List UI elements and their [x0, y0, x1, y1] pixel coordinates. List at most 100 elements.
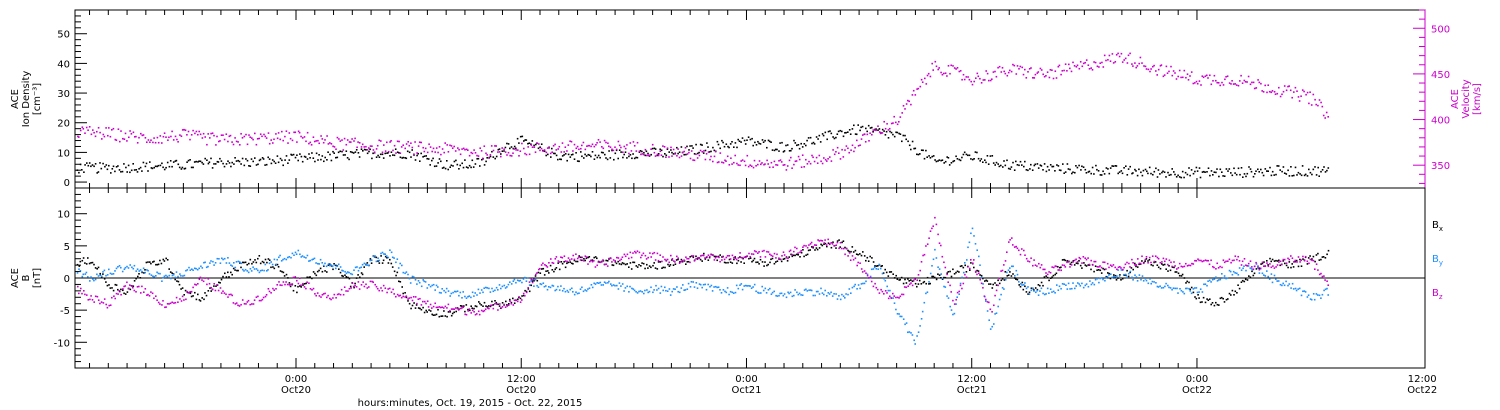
velocity-series-point — [252, 138, 254, 141]
bz-series-point — [1278, 261, 1280, 263]
bz-series-point — [371, 280, 373, 283]
by-series-point — [1021, 284, 1023, 286]
bx-series-point — [112, 289, 115, 292]
density-series-point — [971, 158, 974, 161]
bx-series-point — [805, 254, 807, 256]
velocity-series-point — [333, 146, 336, 148]
bz-series-point — [771, 255, 774, 257]
velocity-series-point — [558, 145, 561, 148]
by-series-point — [1258, 272, 1261, 274]
by-series-point — [117, 266, 119, 268]
bx-series-point — [328, 263, 331, 265]
bx-series-point — [1290, 266, 1292, 269]
by-series-point — [412, 276, 415, 278]
bz-series-point — [959, 284, 962, 287]
bz-series-point — [1257, 265, 1259, 267]
bx-series-point — [554, 268, 556, 271]
by-series-point — [958, 293, 960, 295]
density-series-point — [782, 151, 785, 153]
bx-series-point — [434, 314, 436, 316]
bx-series-point — [87, 257, 89, 259]
bz-series-point — [348, 287, 351, 290]
velocity-series-point — [898, 121, 900, 123]
density-series-point — [336, 156, 339, 159]
by-series-point — [656, 289, 658, 291]
bx-series-point — [780, 260, 783, 263]
velocity-series-point — [944, 72, 947, 74]
by-series-point — [748, 285, 750, 287]
density-series-point — [650, 153, 652, 156]
velocity-series-point — [497, 151, 499, 153]
velocity-series-point — [847, 147, 849, 150]
density-series-point — [406, 150, 409, 153]
bx-series-point — [85, 263, 88, 265]
bz-series-point — [1013, 246, 1016, 248]
density-series-point — [375, 156, 378, 158]
by-series-point — [294, 251, 297, 254]
velocity-series-point — [1317, 104, 1319, 107]
bz-series-point — [563, 255, 566, 257]
bx-series-point — [228, 276, 230, 278]
by-series-point — [739, 284, 741, 286]
by-series-point — [109, 272, 112, 275]
bx-series-point — [411, 304, 414, 307]
density-series-point — [702, 152, 705, 154]
bx-series-point — [888, 271, 891, 273]
x-axis-title: hours:minutes, Oct. 19, 2015 - Oct. 22, … — [358, 398, 583, 409]
bz-series-point — [602, 259, 604, 261]
by-series-point — [1180, 289, 1183, 292]
bx-series-point — [1222, 297, 1224, 300]
bx-series-point — [549, 264, 552, 267]
by-series-point — [317, 262, 319, 265]
bx-series-point — [895, 274, 897, 277]
velocity-series-point — [150, 139, 152, 141]
by-series-point — [290, 256, 292, 259]
bx-series-point — [138, 273, 140, 275]
bx-series-point — [751, 260, 753, 263]
density-series-point — [1215, 171, 1217, 174]
by-series-point — [1283, 284, 1286, 287]
bx-series-point — [272, 266, 274, 268]
x-tick-time-label: 12:00 — [1408, 374, 1437, 385]
velocity-series-point — [744, 164, 747, 167]
by-series-point — [1027, 286, 1029, 288]
bx-series-point — [621, 262, 624, 264]
bx-series-point — [933, 276, 936, 279]
density-tick-label: 50 — [57, 30, 70, 41]
bx-series-point — [498, 305, 501, 307]
velocity-series-point — [210, 132, 212, 135]
velocity-series-point — [785, 169, 788, 171]
density-series-point — [274, 162, 277, 164]
bz-series-point — [227, 296, 229, 298]
bz-series-point — [1247, 262, 1250, 265]
bx-series-point — [96, 268, 98, 270]
density-series-point — [1029, 168, 1031, 170]
velocity-series-point — [170, 135, 172, 138]
bz-series-point — [1105, 268, 1107, 270]
velocity-series-point — [609, 146, 612, 148]
by-series-point — [342, 270, 344, 272]
bx-series-point — [579, 256, 582, 259]
density-series-point — [1037, 167, 1040, 169]
by-series-point — [480, 289, 483, 291]
bx-series-point — [1039, 284, 1041, 287]
density-series-point — [1266, 170, 1268, 172]
by-series-point — [252, 266, 254, 268]
by-series-point — [873, 266, 876, 269]
bz-series-point — [1011, 237, 1013, 239]
bz-series-point — [281, 284, 283, 287]
bx-series-point — [166, 259, 169, 261]
density-series-point — [606, 158, 609, 161]
bx-series-point — [612, 264, 615, 267]
density-series-point — [1108, 172, 1111, 175]
by-series-point — [797, 293, 800, 296]
bz-series-point — [653, 251, 656, 254]
density-series-point — [1230, 172, 1232, 174]
velocity-series-point — [690, 150, 693, 152]
by-series-point — [1326, 287, 1328, 290]
bz-series-point — [734, 257, 737, 260]
density-series-point — [1260, 168, 1262, 171]
density-series-point — [818, 134, 821, 137]
bz-series-point — [91, 299, 94, 301]
density-series-point — [821, 133, 824, 135]
